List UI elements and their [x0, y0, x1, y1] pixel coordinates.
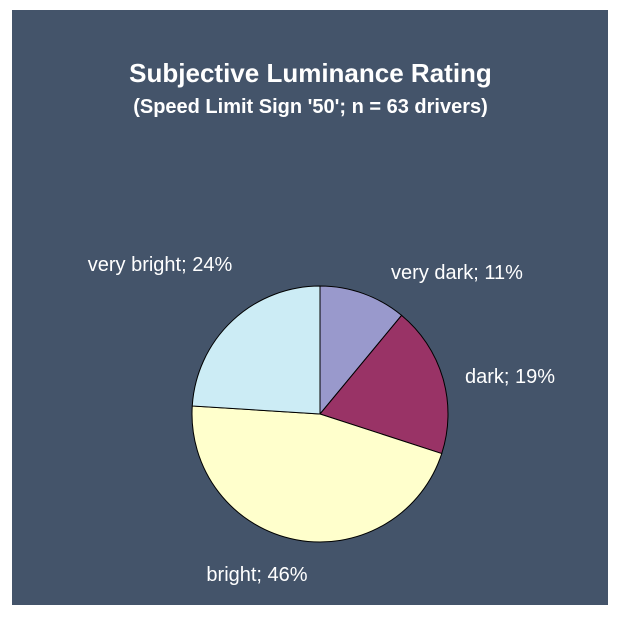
data-label: bright; 46% [206, 564, 308, 586]
chart-subtitle: (Speed Limit Sign '50'; n = 63 drivers) [133, 96, 488, 118]
pie-slice [319, 314, 449, 455]
pie-slice [191, 405, 443, 543]
data-label: very dark; 11% [391, 262, 523, 284]
chart-title: Subjective Luminance Rating [129, 58, 492, 88]
pie-slice [191, 285, 321, 415]
pie-slice [319, 285, 403, 416]
data-label: dark; 19% [464, 366, 556, 388]
data-label: very bright; 24% [87, 254, 233, 276]
